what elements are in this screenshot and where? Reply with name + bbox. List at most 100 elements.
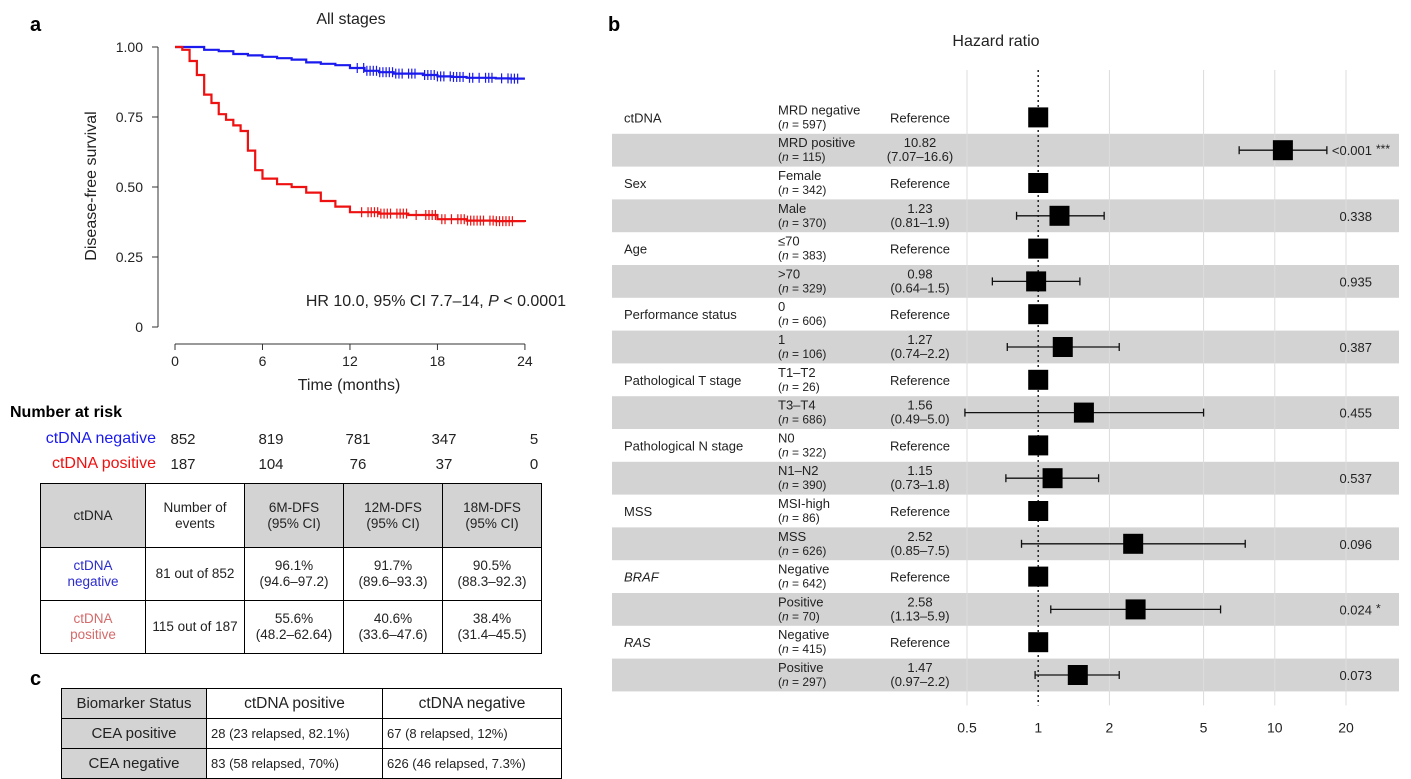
risk-count: 5	[529, 431, 539, 448]
dfs-cell-text: ctDNA	[73, 611, 113, 626]
dfs-header-text: ctDNA	[73, 507, 113, 523]
km-curve-ctdna-negative	[175, 45, 525, 80]
forest-level-label: MRD positive	[778, 135, 855, 150]
forest-plot-title: Hazard ratio	[952, 33, 1039, 50]
forest-hr-value: 2.52	[907, 529, 932, 544]
forest-x-tick-label: 5	[1200, 719, 1208, 735]
forest-ci-value: (0.74–2.2)	[890, 346, 949, 361]
forest-level-label: T1–T2	[778, 365, 816, 380]
forest-significance: *	[1376, 601, 1381, 615]
risk-count: 37	[435, 456, 453, 473]
forest-x-tick-label: 0.5	[957, 719, 977, 735]
forest-level-label: >70	[778, 266, 800, 281]
forest-point-estimate	[1272, 140, 1293, 161]
forest-n-label: (n = 329)	[778, 281, 826, 295]
forest-p-value: 0.935	[1339, 274, 1372, 289]
dfs-row-negative: ctDNA negative 81 out of 852 96.1% (94.6–9…	[40, 547, 542, 601]
forest-point-estimate	[1123, 533, 1144, 554]
km-curve-ctdna-positive	[175, 45, 527, 223]
dfs-cell-text: 90.5%	[472, 558, 512, 573]
forest-point-estimate	[1073, 402, 1094, 423]
dfs-cell-6m: 55.6% (48.2–62.64)	[244, 600, 344, 654]
forest-variable-label: Performance status	[624, 307, 737, 322]
forest-p-value: 0.455	[1339, 406, 1372, 421]
dfs-header-6m: 6M-DFS (95% CI)	[244, 483, 344, 548]
forest-point-estimate	[1028, 238, 1049, 259]
cea-cell: 83 (58 relapsed, 70%)	[206, 748, 383, 779]
cea-row-label: CEA negative	[61, 748, 207, 779]
cea-cell: 67 (8 relapsed, 12%)	[382, 718, 562, 749]
forest-n-label: (n = 70)	[778, 609, 820, 623]
forest-point-estimate	[1067, 665, 1088, 685]
forest-p-value: 0.338	[1339, 209, 1372, 224]
risk-row-label-positive: ctDNA positive	[51, 455, 156, 472]
dfs-header-text: 18M-DFS	[463, 499, 521, 515]
forest-row-shade	[612, 658, 1399, 692]
forest-p-value: <0.001	[1332, 143, 1372, 158]
number-at-risk-heading: Number at risk	[10, 404, 123, 421]
forest-level-label: T3–T4	[778, 398, 816, 413]
dfs-cell-ctdna-negative: ctDNA negative	[40, 547, 146, 601]
risk-count: 104	[258, 456, 284, 473]
km-x-axis-label: Time (months)	[298, 377, 401, 394]
forest-ci-value: (0.85–7.5)	[890, 543, 949, 558]
forest-significance: ***	[1376, 142, 1390, 156]
dfs-cell-text: negative	[67, 574, 119, 589]
dfs-header-text: Number of	[163, 499, 227, 515]
cea-row: CEA positive 28 (23 relapsed, 82.1%) 67 …	[61, 718, 562, 749]
forest-variable-label: Pathological N stage	[624, 438, 743, 453]
forest-point-estimate	[1125, 599, 1146, 620]
forest-n-label: (n = 597)	[778, 117, 826, 131]
forest-point-estimate	[1028, 435, 1049, 456]
risk-count: 76	[349, 456, 367, 473]
km-y-tick-label: 1.00	[116, 39, 143, 55]
forest-n-label: (n = 106)	[778, 347, 826, 361]
forest-point-estimate	[1028, 107, 1049, 128]
forest-point-estimate	[1049, 205, 1070, 226]
dfs-header-text: 6M-DFS	[268, 499, 320, 515]
risk-count: 781	[345, 431, 371, 448]
forest-ci-value: (0.81–1.9)	[890, 215, 949, 230]
km-x-tick-label: 12	[342, 353, 358, 369]
forest-hr-value: 1.15	[907, 463, 932, 478]
forest-point-estimate	[1028, 369, 1049, 390]
forest-n-label: (n = 383)	[778, 249, 826, 263]
forest-n-label: (n = 342)	[778, 183, 826, 197]
forest-hr-value: 10.82	[904, 135, 937, 150]
forest-row-shade	[612, 199, 1399, 233]
forest-level-label: Negative	[778, 562, 829, 577]
dfs-cell-text: (33.6–47.6)	[358, 627, 428, 642]
forest-hr-value: Reference	[890, 307, 950, 322]
km-x-tick-label: 18	[430, 353, 446, 369]
forest-x-tick-label: 1	[1034, 719, 1042, 735]
cea-header-status: Biomarker Status	[61, 688, 207, 719]
km-x-tick-label: 6	[259, 353, 267, 369]
cea-row-label: CEA positive	[61, 718, 207, 749]
dfs-cell-events: 81 out of 852	[145, 547, 245, 601]
forest-x-tick-label: 10	[1267, 719, 1283, 735]
forest-plot: ctDNA MRD negative(n = 597) Reference MRD p…	[612, 33, 1399, 735]
risk-count: 819	[258, 431, 284, 448]
forest-point-estimate	[1028, 501, 1049, 521]
forest-n-label: (n = 322)	[778, 445, 826, 459]
dfs-header-text: (95% CI)	[366, 515, 420, 531]
dfs-table-header-row: ctDNA Number of events 6M-DFS (95% CI) 12M…	[40, 483, 542, 548]
forest-ci-value: (1.13–5.9)	[890, 608, 949, 623]
forest-level-label: MRD negative	[778, 102, 860, 117]
km-hr-annotation: HR 10.0, 95% CI 7.7–14, P < 0.0001	[306, 293, 566, 310]
forest-row-shade	[612, 593, 1399, 626]
forest-p-value: 0.537	[1339, 471, 1372, 486]
risk-count: 852	[170, 431, 196, 448]
forest-hr-value: 1.56	[907, 398, 932, 413]
dfs-header-events: Number of events	[145, 483, 245, 548]
km-y-tick-label: 0	[135, 319, 143, 335]
forest-variable-label: RAS	[624, 635, 651, 650]
forest-n-label: (n = 115)	[778, 150, 826, 164]
dfs-cell-text: 96.1%	[274, 558, 314, 573]
forest-hr-value: Reference	[890, 373, 950, 388]
forest-p-value: 0.096	[1339, 537, 1372, 552]
forest-n-label: (n = 415)	[778, 642, 826, 656]
forest-n-label: (n = 626)	[778, 544, 826, 558]
km-p-value: < 0.0001	[499, 293, 566, 310]
forest-hr-value: 1.47	[907, 660, 932, 675]
